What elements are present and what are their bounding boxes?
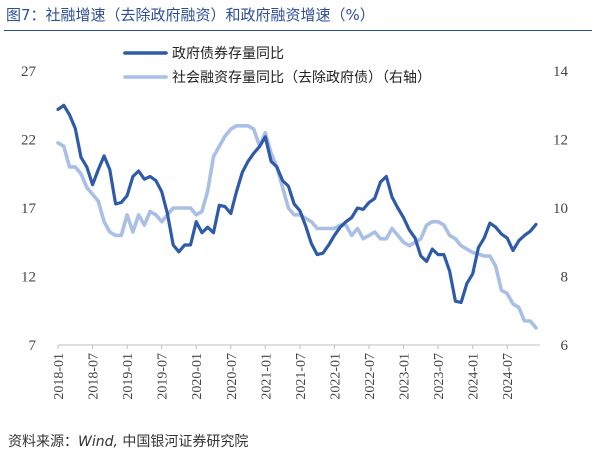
left-axis-ticks: 27 22 17 12 7: [21, 64, 37, 354]
right-tick-label: 6: [561, 338, 569, 354]
title-divider: [4, 30, 592, 31]
left-tick-label: 22: [21, 133, 36, 149]
left-tick-label: 7: [29, 338, 37, 354]
x-tick-label: 2019-01: [121, 353, 136, 400]
series-layer: [56, 103, 538, 330]
x-tick-label: 2018-01: [52, 353, 67, 400]
x-tick-label: 2018-07: [87, 353, 102, 400]
x-tick-label: 2023-07: [432, 353, 447, 400]
right-tick-label: 14: [553, 64, 569, 80]
left-tick-label: 12: [21, 270, 36, 286]
x-tick-label: 2021-07: [294, 353, 309, 400]
right-tick-label: 10: [553, 201, 568, 217]
legend-item-social-financing: 社会融资存量同比（去除政府债）（右轴）: [123, 70, 431, 86]
x-tick-label: 2024-01: [467, 353, 482, 400]
source-note: 资料来源：Wind, 中国银河证券研究院: [8, 431, 248, 451]
x-tick-label: 2020-01: [190, 353, 205, 400]
legend-label: 政府债券存量同比: [172, 46, 284, 62]
source-prefix: 资料来源：: [8, 434, 78, 450]
legend-item-gov-bonds: 政府债券存量同比: [123, 46, 284, 62]
right-tick-label: 12: [553, 133, 568, 149]
source-rest: 中国银河证券研究院: [117, 434, 249, 450]
left-tick-label: 17: [21, 201, 37, 217]
legend-label: 社会融资存量同比（去除政府债）（右轴）: [172, 70, 431, 86]
x-tick-label: 2019-07: [156, 353, 171, 400]
left-tick-label: 27: [21, 64, 37, 80]
x-tick-label: 2021-01: [259, 353, 274, 400]
x-tick-label: 2023-01: [398, 353, 413, 400]
x-axis-ticks: 2018-01 2018-07 2019-01 2019-07 2020-01 2020-…: [52, 345, 516, 400]
x-tick-label: 2024-07: [501, 353, 516, 400]
x-tick-label: 2022-07: [363, 353, 378, 400]
figure-title: 图7：社融增速（去除政府融资）和政府融资增速（%）: [6, 6, 375, 24]
series-line-gov-bonds: [56, 103, 538, 305]
x-tick-label: 2020-07: [225, 353, 240, 400]
source-wind: Wind,: [78, 434, 118, 450]
right-axis-ticks: 14 12 10 8 6: [553, 64, 569, 354]
series-line-social-financing: [56, 124, 538, 330]
right-tick-label: 8: [561, 270, 569, 286]
x-tick-label: 2022-01: [328, 353, 343, 400]
